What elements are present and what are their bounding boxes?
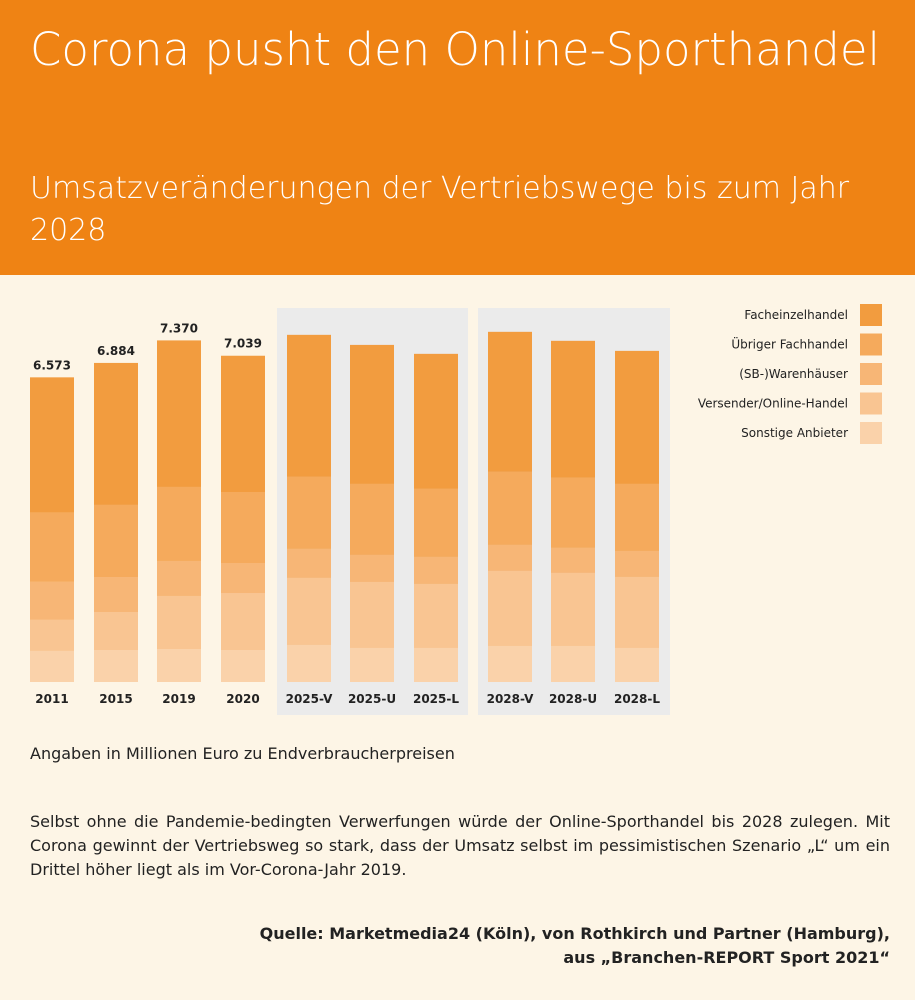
bar-segment: [221, 563, 265, 594]
bar-segment: [221, 650, 265, 682]
note: Angaben in Millionen Euro zu Endverbrauc…: [30, 744, 455, 763]
x-tick-label: 2025-L: [413, 692, 459, 706]
x-tick-label: 2025-U: [348, 692, 396, 706]
bar-segment: [287, 334, 331, 477]
total-label: 7.370: [160, 321, 198, 335]
bar-segment: [615, 550, 659, 577]
bar-segment: [551, 477, 595, 548]
legend-label: (SB-)Warenhäuser: [739, 367, 848, 381]
bar-segment: [488, 645, 532, 682]
bar-segment: [350, 554, 394, 582]
bar-segment: [94, 504, 138, 578]
body-text: Selbst ohne die Pandemie-bedingten Verwe…: [30, 812, 890, 879]
source: Quelle: Marketmedia24 (Köln), von Rothki…: [30, 922, 890, 970]
bar-segment: [94, 650, 138, 682]
bar-segment: [94, 612, 138, 651]
bar-segment: [287, 577, 331, 645]
legend-label: Facheinzelhandel: [744, 308, 848, 322]
x-tick-label: 2020: [226, 692, 259, 706]
legend-swatch: [860, 392, 882, 415]
x-tick-label: 2028-U: [549, 692, 597, 706]
bar-segment: [615, 576, 659, 648]
legend-swatch: [860, 333, 882, 356]
bar-segment: [551, 340, 595, 478]
bar-segment: [221, 593, 265, 651]
legend-swatch: [860, 422, 882, 444]
bar-segment: [94, 577, 138, 613]
bar-segment: [414, 488, 458, 557]
bar-segment: [414, 353, 458, 489]
bar-segment: [30, 581, 74, 620]
bar-segment: [30, 619, 74, 651]
bar-segment: [551, 547, 595, 573]
title: Corona pusht den Online-Sporthandel: [30, 23, 881, 76]
source-line: Quelle: Marketmedia24 (Köln), von Rothki…: [259, 924, 890, 943]
bar-segment: [350, 647, 394, 682]
bar-segment: [414, 647, 458, 682]
bar-segment: [30, 377, 74, 513]
x-tick-label: 2028-V: [487, 692, 535, 706]
total-label: 6.884: [97, 344, 135, 358]
bar-segment: [157, 486, 201, 561]
bar-segment: [414, 556, 458, 584]
x-tick-label: 2025-V: [286, 692, 334, 706]
bar-segment: [287, 476, 331, 549]
bar-segment: [287, 644, 331, 682]
bar-segment: [615, 483, 659, 551]
chart: 6.573 2011 6.884 2015 7.370 2019 7.039 2020 2025…: [30, 304, 882, 715]
x-tick-label: 2011: [35, 692, 68, 706]
legend-swatch: [860, 304, 882, 326]
bar-segment: [157, 340, 201, 487]
legend-swatch: [860, 363, 882, 385]
bar-segment: [30, 650, 74, 682]
bar-segment: [488, 570, 532, 646]
legend-label: Übriger Fachhandel: [731, 336, 848, 352]
bar-segment: [350, 581, 394, 648]
total-label: 6.573: [33, 358, 71, 372]
total-label: 7.039: [224, 337, 262, 351]
bar-segment: [157, 560, 201, 596]
x-tick-label: 2015: [99, 692, 132, 706]
bar-segment: [615, 350, 659, 484]
source-line: aus „Branchen-REPORT Sport 2021“: [563, 948, 890, 967]
subtitle: Umsatzveränderungen der Vertriebswege bi…: [30, 171, 850, 248]
legend-label: Versender/Online-Handel: [698, 397, 848, 411]
bar-segment: [615, 647, 659, 682]
legend-label: Sonstige Anbieter: [741, 426, 848, 440]
bar-segment: [414, 583, 458, 648]
bar-segment: [221, 492, 265, 564]
x-tick-label: 2019: [162, 692, 195, 706]
header: Corona pusht den Online-Sporthandel Umsa…: [0, 0, 915, 275]
bar-segment: [488, 331, 532, 472]
bar-segment: [488, 471, 532, 545]
bar-segment: [551, 572, 595, 646]
bar-segment: [287, 548, 331, 578]
bar-segment: [488, 544, 532, 571]
bar-segment: [350, 483, 394, 555]
x-tick-label: 2028-L: [614, 692, 660, 706]
bar-segment: [221, 355, 265, 493]
bar-segment: [94, 362, 138, 505]
bar-segment: [30, 512, 74, 582]
bar-segment: [157, 648, 201, 682]
bar-segment: [551, 645, 595, 682]
bar-segment: [157, 595, 201, 649]
bar-segment: [350, 344, 394, 484]
